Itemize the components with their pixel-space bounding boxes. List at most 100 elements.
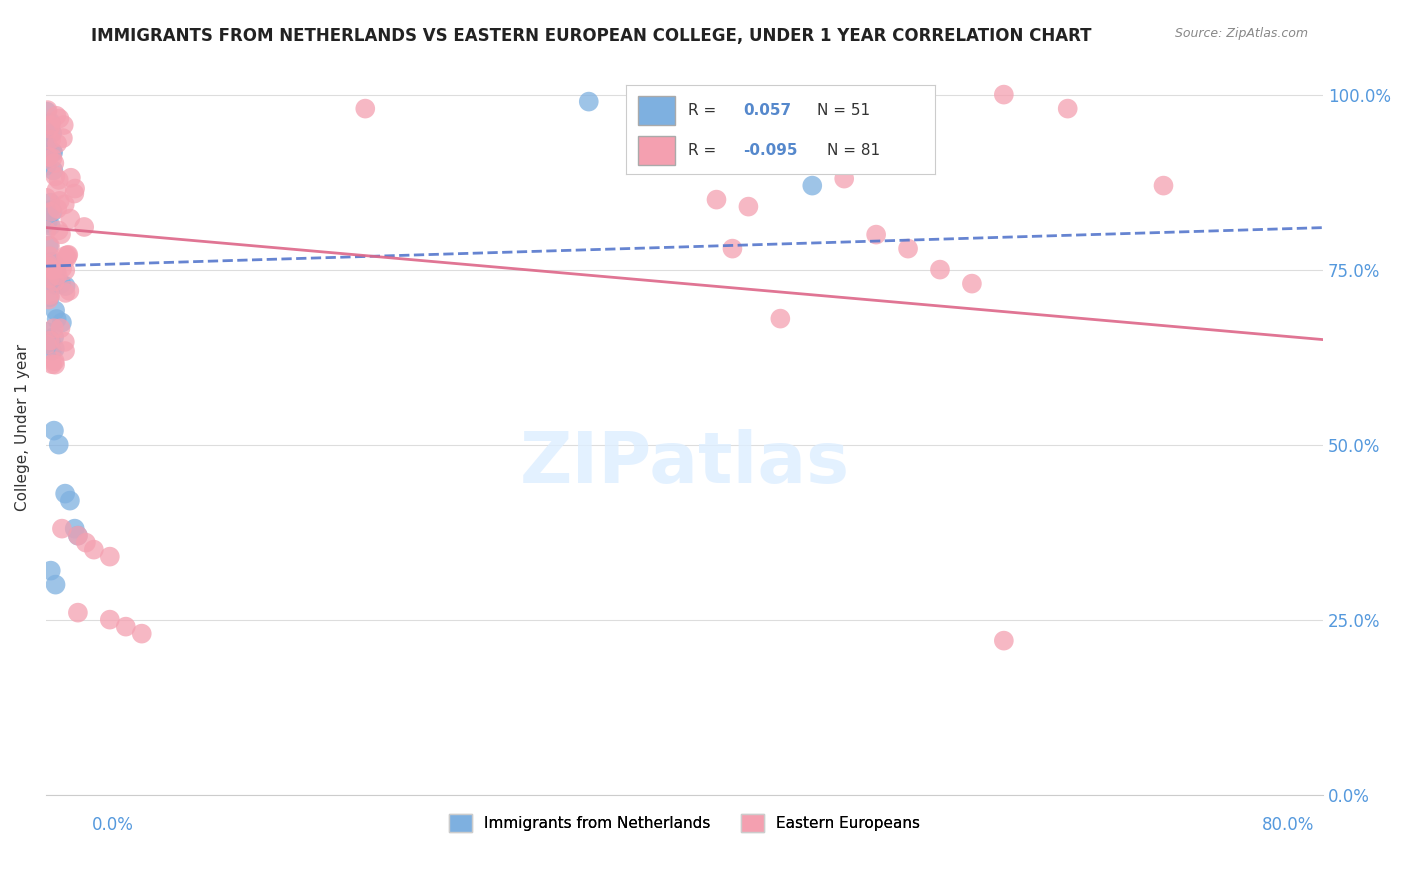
Point xyxy=(39,288,62,302)
Point xyxy=(45,312,67,326)
Point xyxy=(37,270,59,285)
Point xyxy=(38,238,60,252)
Point xyxy=(38,121,60,136)
Point xyxy=(41,126,63,140)
Point xyxy=(44,330,66,344)
Text: 0.0%: 0.0% xyxy=(91,816,134,834)
Text: N = 81: N = 81 xyxy=(827,144,880,158)
Point xyxy=(41,357,63,371)
Point xyxy=(865,227,887,242)
Point xyxy=(44,354,66,368)
Point xyxy=(45,263,67,277)
Point xyxy=(641,122,664,136)
Point xyxy=(98,613,121,627)
Point xyxy=(35,104,58,119)
Point xyxy=(53,486,76,500)
Point xyxy=(51,522,73,536)
Point xyxy=(1056,102,1078,116)
Point xyxy=(59,211,82,226)
Point xyxy=(48,194,70,208)
Point xyxy=(41,151,63,165)
Point xyxy=(63,186,86,201)
Point xyxy=(49,321,72,335)
Point xyxy=(55,285,77,300)
Point xyxy=(769,311,792,326)
Point xyxy=(38,290,60,304)
Point xyxy=(66,528,89,542)
Point xyxy=(56,248,79,262)
Point xyxy=(66,606,89,620)
Point xyxy=(38,249,60,263)
Point xyxy=(35,325,58,339)
Point xyxy=(63,181,86,195)
Point xyxy=(37,216,59,230)
Point xyxy=(131,626,153,640)
Point xyxy=(578,95,600,109)
Point xyxy=(35,131,58,145)
Point xyxy=(44,358,66,372)
Point xyxy=(44,156,66,170)
Point xyxy=(39,219,62,233)
Point xyxy=(44,277,66,292)
Point xyxy=(39,118,62,132)
Point xyxy=(38,334,60,348)
Point xyxy=(37,137,59,152)
Point xyxy=(897,242,920,256)
Point xyxy=(1153,178,1175,193)
Point xyxy=(832,171,855,186)
Point xyxy=(48,437,70,451)
Point xyxy=(98,549,121,564)
Point xyxy=(42,424,65,438)
Point xyxy=(37,146,59,161)
Point xyxy=(52,131,75,145)
Point xyxy=(44,303,66,318)
Point xyxy=(673,95,696,109)
Text: IMMIGRANTS FROM NETHERLANDS VS EASTERN EUROPEAN COLLEGE, UNDER 1 YEAR CORRELATIO: IMMIGRANTS FROM NETHERLANDS VS EASTERN E… xyxy=(91,27,1092,45)
Legend: Immigrants from Netherlands, Eastern Europeans: Immigrants from Netherlands, Eastern Eur… xyxy=(443,807,927,838)
Point xyxy=(39,115,62,129)
Point xyxy=(37,147,59,161)
Text: 0.057: 0.057 xyxy=(744,103,792,118)
FancyBboxPatch shape xyxy=(638,96,675,125)
Point xyxy=(59,493,82,508)
Point xyxy=(52,118,75,132)
Point xyxy=(35,265,58,279)
Point xyxy=(721,242,744,256)
Point xyxy=(55,279,77,293)
Point xyxy=(39,133,62,147)
Point xyxy=(53,334,76,349)
Point xyxy=(73,219,96,234)
Point xyxy=(737,200,759,214)
Text: Source: ZipAtlas.com: Source: ZipAtlas.com xyxy=(1174,27,1308,40)
Point xyxy=(354,102,377,116)
Point xyxy=(39,334,62,348)
Point xyxy=(48,223,70,237)
Point xyxy=(42,321,65,335)
Point xyxy=(83,542,105,557)
Point xyxy=(114,620,136,634)
Point xyxy=(45,109,67,123)
Point xyxy=(53,197,76,211)
Point xyxy=(44,275,66,289)
Point xyxy=(35,159,58,173)
Point xyxy=(44,169,66,184)
Point xyxy=(993,87,1015,102)
Point xyxy=(35,191,58,205)
Point xyxy=(39,271,62,285)
Point xyxy=(41,254,63,268)
Point xyxy=(51,316,73,330)
Point xyxy=(38,150,60,164)
Point xyxy=(59,170,82,185)
Point xyxy=(41,145,63,159)
Point xyxy=(37,257,59,271)
Point xyxy=(55,249,77,263)
Point xyxy=(49,227,72,242)
Point xyxy=(39,205,62,219)
Point xyxy=(41,263,63,277)
Point xyxy=(41,205,63,219)
Point xyxy=(42,163,65,178)
Point xyxy=(706,193,728,207)
Point xyxy=(993,633,1015,648)
Point xyxy=(58,284,80,298)
Text: R =: R = xyxy=(688,103,716,118)
